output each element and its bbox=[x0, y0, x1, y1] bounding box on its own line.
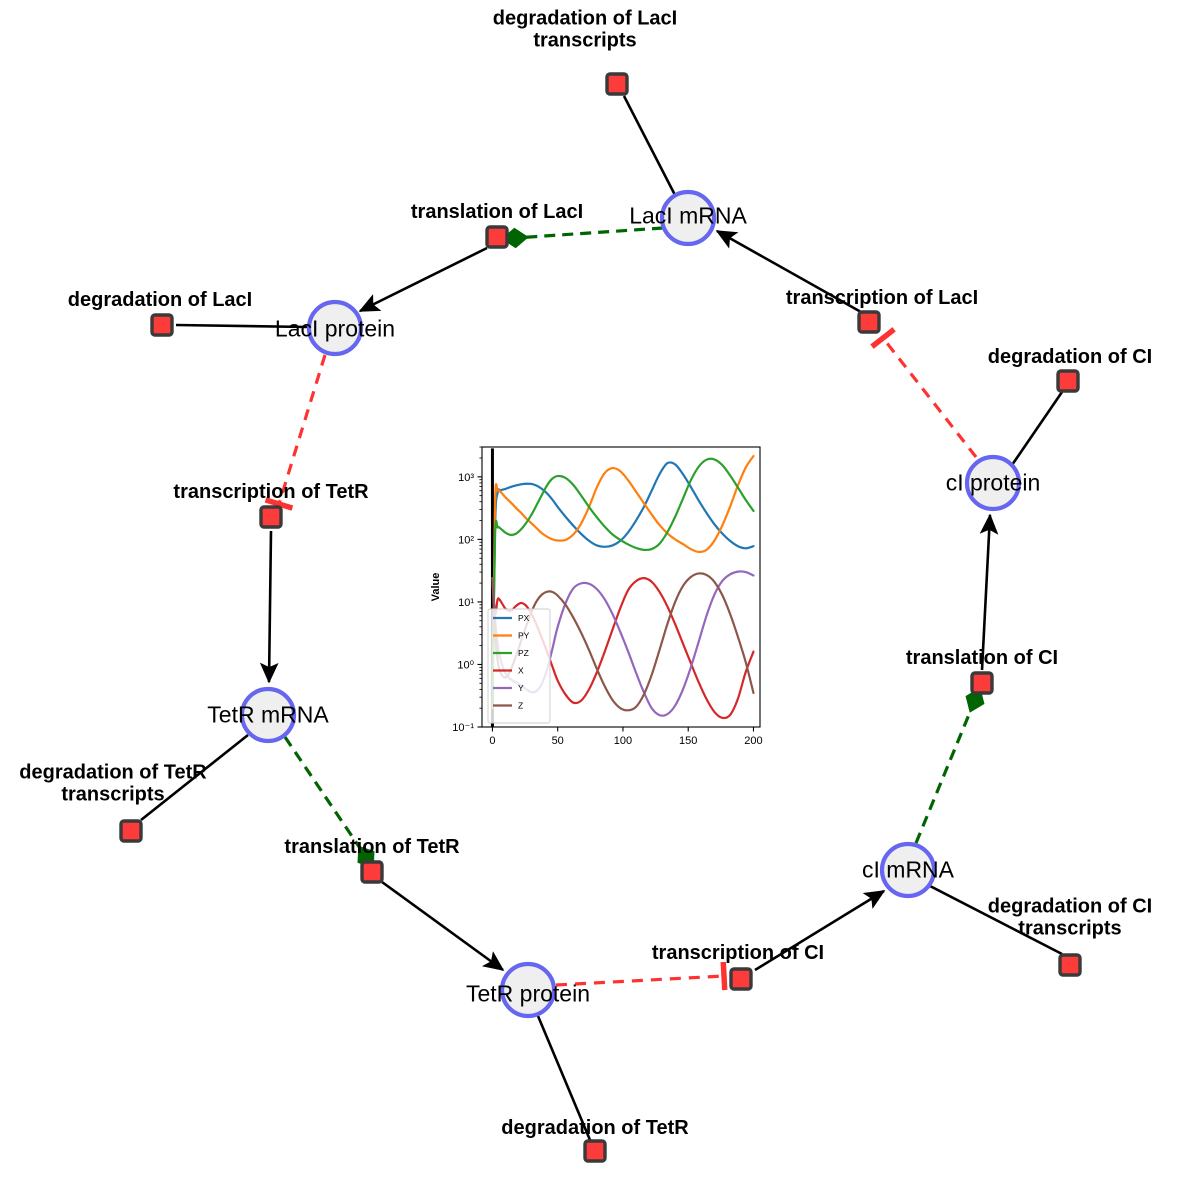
reaction-node-deg-ci[interactable] bbox=[1056, 369, 1080, 393]
reaction-node-deg-laci-transcripts[interactable] bbox=[605, 72, 629, 96]
species-node-ci-protein[interactable] bbox=[964, 454, 1022, 512]
series-line-x bbox=[491, 577, 755, 720]
edge-transc-tetr-to-tetr-mrna bbox=[259, 530, 279, 684]
series-line-pz bbox=[491, 457, 755, 710]
series-line-py bbox=[491, 454, 755, 710]
edge-ci-mrna-to-transl-ci bbox=[914, 687, 985, 844]
reaction-nodes-layer bbox=[119, 72, 1082, 1163]
reaction-label-deg-laci-transcripts: degradation of LacI transcripts bbox=[492, 7, 678, 52]
x-tick-label: 150 bbox=[679, 735, 697, 747]
reaction-node-transc-laci[interactable] bbox=[857, 310, 881, 334]
inset-plot-svg: 10⁻¹10⁰10¹10²10³050100150200TimeValuePXP… bbox=[430, 446, 763, 747]
reaction-node-transl-ci[interactable] bbox=[970, 671, 994, 695]
reaction-node-transl-laci[interactable] bbox=[485, 225, 509, 249]
x-tick-label: 200 bbox=[744, 735, 762, 747]
edge-laci-mrna-to-transl-laci bbox=[501, 226, 664, 249]
legend-label-z: Z bbox=[518, 701, 523, 711]
x-tick-label: 100 bbox=[614, 735, 632, 747]
reaction-node-deg-ci-transcripts[interactable] bbox=[1058, 953, 1082, 977]
species-node-laci-protein[interactable] bbox=[306, 299, 364, 357]
plot-legend-box bbox=[487, 608, 551, 724]
edge-laci-protein-inhibits-transc-tetr bbox=[264, 354, 327, 511]
reaction-node-transc-ci[interactable] bbox=[729, 967, 753, 991]
edge-transc-ci-to-ci-mrna bbox=[754, 889, 886, 972]
reaction-label-transc-ci: transcription of CI bbox=[651, 941, 825, 964]
legend-label-px: PX bbox=[518, 613, 530, 623]
species-node-tetr-mrna[interactable] bbox=[239, 686, 297, 744]
x-tick-label: 50 bbox=[552, 735, 564, 747]
reaction-label-transl-laci: translation of LacI bbox=[410, 200, 584, 223]
x-tick-label: 0 bbox=[489, 735, 495, 747]
species-nodes-layer bbox=[239, 189, 1022, 1019]
reaction-label-transl-tetr: translation of TetR bbox=[284, 835, 460, 858]
legend-label-py: PY bbox=[518, 631, 530, 641]
y-tick-label: 10¹ bbox=[458, 597, 474, 609]
edge-transl-ci-to-ci-protein bbox=[979, 513, 999, 671]
edge-laci-mrna-to-deg-laci-transcripts bbox=[622, 95, 678, 198]
reaction-label-deg-ci-transcripts: degradation of CI transcripts bbox=[987, 895, 1153, 940]
reaction-label-deg-laci: degradation of LacI bbox=[67, 288, 253, 311]
reaction-node-deg-tetr-transcripts[interactable] bbox=[119, 819, 143, 843]
edge-tetr-mrna-to-transl-tetr bbox=[283, 736, 375, 869]
reaction-label-deg-tetr-transcripts: degradation of TetR transcripts bbox=[19, 761, 207, 806]
reaction-node-deg-tetr[interactable] bbox=[583, 1139, 607, 1163]
edge-transl-laci-to-laci-protein bbox=[358, 246, 488, 313]
y-tick-label: 10³ bbox=[458, 472, 474, 484]
legend-label-pz: PZ bbox=[518, 648, 529, 658]
species-node-tetr-protein[interactable] bbox=[499, 961, 557, 1019]
y-axis-label: Value bbox=[430, 573, 442, 602]
reaction-label-transc-laci: transcription of LacI bbox=[785, 286, 979, 309]
edge-transc-laci-to-laci-mrna bbox=[715, 229, 862, 314]
edge-ci-protein-to-deg-ci bbox=[1010, 391, 1064, 466]
edges-layer bbox=[140, 95, 1064, 1141]
reaction-label-deg-ci: degradation of CI bbox=[987, 345, 1153, 368]
reaction-label-transl-ci: translation of CI bbox=[905, 646, 1059, 669]
edge-tetr-protein-to-deg-tetr bbox=[536, 1015, 592, 1141]
y-tick-label: 10⁰ bbox=[457, 660, 474, 672]
edge-tetr-mrna-to-deg-tetr-transcripts bbox=[140, 733, 249, 822]
edge-laci-protein-to-deg-laci bbox=[175, 323, 309, 329]
legend-label-y: Y bbox=[518, 683, 524, 693]
y-tick-label: 10⁻¹ bbox=[452, 722, 474, 734]
edge-ci-mrna-to-deg-ci-transcripts bbox=[929, 884, 1063, 956]
reaction-label-deg-tetr: degradation of TetR bbox=[501, 1116, 689, 1139]
edge-tetr-protein-inhibits-transc-ci bbox=[555, 961, 728, 991]
edge-transl-tetr-to-tetr-protein bbox=[381, 880, 505, 972]
reaction-label-transc-tetr: transcription of TetR bbox=[173, 480, 369, 503]
species-node-laci-mrna[interactable] bbox=[659, 189, 717, 247]
legend-label-x: X bbox=[518, 666, 524, 676]
series-line-px bbox=[491, 461, 755, 710]
y-tick-label: 10² bbox=[458, 535, 474, 547]
species-node-ci-mrna[interactable] bbox=[879, 841, 937, 899]
reaction-node-transl-tetr[interactable] bbox=[360, 860, 384, 884]
reaction-node-deg-laci[interactable] bbox=[150, 313, 174, 337]
reaction-node-transc-tetr[interactable] bbox=[259, 505, 283, 529]
edge-ci-protein-inhibits-transc-laci bbox=[870, 327, 978, 458]
inset-timecourse-plot: 10⁻¹10⁰10¹10²10³050100150200TimeValuePXP… bbox=[424, 438, 770, 750]
